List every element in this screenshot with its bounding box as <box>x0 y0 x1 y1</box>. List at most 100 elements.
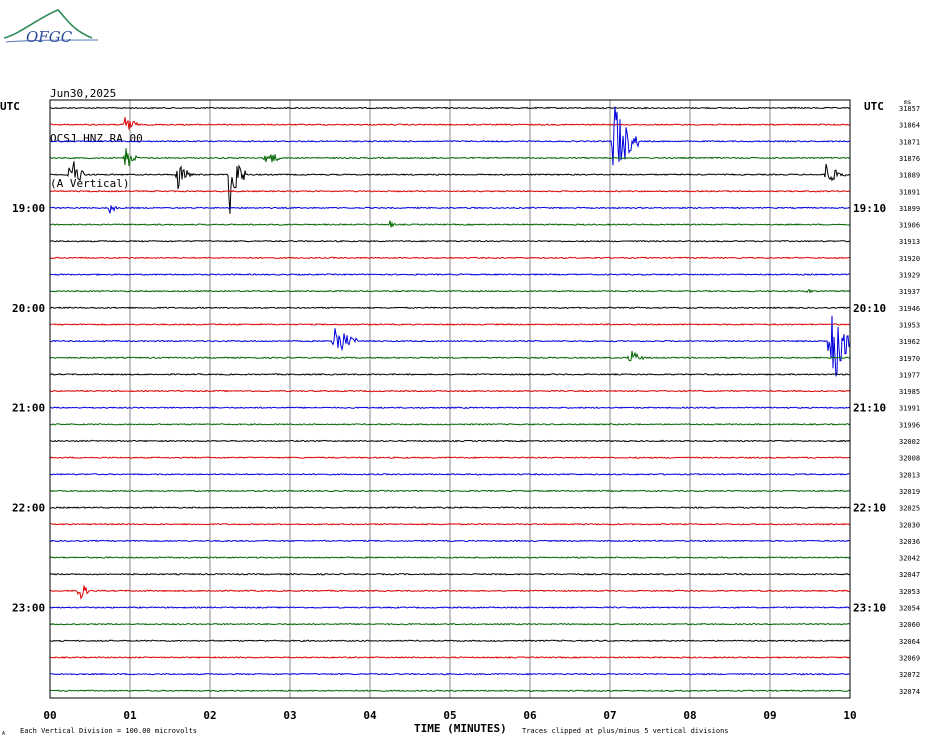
x-axis-title: TIME (MINUTES) <box>414 722 507 735</box>
trace-17 <box>49 389 851 393</box>
right-time-label: 20:10 <box>853 302 886 315</box>
component-label: (A Vertical) <box>50 177 130 190</box>
trace-0 <box>49 106 851 110</box>
trace-2 <box>49 106 851 166</box>
trace-10 <box>49 273 851 276</box>
trace-count-label: 31946 <box>899 305 920 313</box>
trace-15 <box>49 350 851 362</box>
trace-count-label: 32030 <box>899 521 920 529</box>
x-tick-label: 10 <box>843 709 856 722</box>
right-time-label: 22:10 <box>853 502 886 515</box>
x-tick-label: 00 <box>43 709 56 722</box>
trace-count-label: 31864 <box>899 122 920 130</box>
trace-30 <box>49 606 851 609</box>
trace-21 <box>49 456 851 459</box>
trace-8 <box>49 239 850 243</box>
trace-1 <box>49 117 851 130</box>
trace-28 <box>49 572 851 576</box>
trace-count-label: 31985 <box>899 388 920 396</box>
trace-count-label: 32069 <box>899 654 920 662</box>
units-tag: ms <box>904 99 912 106</box>
trace-count-label: 32013 <box>899 471 920 479</box>
right-time-label: 19:10 <box>853 202 886 215</box>
trace-count-label: 31970 <box>899 355 920 363</box>
trace-count-label: 32054 <box>899 605 920 613</box>
trace-count-label: 31977 <box>899 371 920 379</box>
trace-count-label: 32019 <box>899 488 920 496</box>
trace-25 <box>49 522 851 526</box>
trace-34 <box>49 672 851 676</box>
trace-12 <box>49 306 851 310</box>
trace-count-label: 32060 <box>899 621 920 629</box>
trace-32 <box>49 639 851 643</box>
trace-count-label: 31871 <box>899 138 920 146</box>
left-time-label: 19:00 <box>12 202 45 215</box>
trace-33 <box>49 656 851 659</box>
trace-3 <box>49 148 851 167</box>
trace-count-label: 31929 <box>899 272 920 280</box>
logo-text: OFGC <box>26 28 73 46</box>
trace-count-label: 32025 <box>899 505 920 513</box>
trace-27 <box>49 556 851 559</box>
right-time-label: 21:10 <box>853 402 886 415</box>
trace-count-label: 32047 <box>899 571 920 579</box>
trace-6 <box>49 205 851 214</box>
x-tick-label: 05 <box>443 709 456 722</box>
x-tick-label: 09 <box>763 709 776 722</box>
trace-lines <box>49 106 851 692</box>
trace-count-label: 31953 <box>899 321 920 329</box>
trace-24 <box>49 506 851 509</box>
utc-label-left: UTC <box>0 100 20 113</box>
trace-4 <box>49 161 851 214</box>
trace-14 <box>50 315 851 377</box>
trace-count-label: 31937 <box>899 288 920 296</box>
trace-16 <box>49 373 851 376</box>
plot-grid <box>129 100 771 698</box>
trace-count-label: 31996 <box>899 421 920 429</box>
trace-13 <box>49 323 851 326</box>
trace-count-label: 32064 <box>899 638 920 646</box>
trace-29 <box>49 585 851 600</box>
clip-note: Traces clipped at plus/minus 5 vertical … <box>522 727 729 735</box>
trace-7 <box>50 220 851 228</box>
utc-label-right: UTC <box>864 100 884 113</box>
trace-count-label: 32002 <box>899 438 920 446</box>
trace-31 <box>49 622 851 626</box>
x-tick-label: 04 <box>363 709 377 722</box>
x-tick-label: 08 <box>683 709 696 722</box>
trace-35 <box>49 689 850 692</box>
trace-count-label: 31876 <box>899 155 920 163</box>
x-tick-label: 02 <box>203 709 216 722</box>
left-time-label: 22:00 <box>12 502 45 515</box>
trace-count-label: 32072 <box>899 671 920 679</box>
trace-18 <box>49 406 851 410</box>
trace-19 <box>50 423 851 426</box>
trace-count-label: 31906 <box>899 222 920 230</box>
trace-count-label: 32008 <box>899 455 920 463</box>
right-time-label: 23:10 <box>853 602 886 615</box>
trace-count-label: 31913 <box>899 238 920 246</box>
trace-26 <box>49 539 850 543</box>
scale-note: Each Vertical Division = 100.00 microvol… <box>20 727 197 735</box>
trace-count-label: 32036 <box>899 538 920 546</box>
x-tick-label: 06 <box>523 709 537 722</box>
trace-11 <box>49 288 851 294</box>
date-label: Jun30,2025 <box>50 87 117 100</box>
trace-count-label: 32042 <box>899 555 920 563</box>
trace-count-label: 32053 <box>899 588 920 596</box>
plot-frame <box>49 99 851 699</box>
trace-count-label: 32074 <box>899 688 920 696</box>
trace-20 <box>49 439 851 443</box>
trace-count-label: 31857 <box>899 105 920 113</box>
left-time-label: 23:00 <box>12 602 45 615</box>
ofgc-logo: OFGC <box>3 9 99 46</box>
trace-count-label: 31920 <box>899 255 920 263</box>
x-tick-label: 01 <box>123 709 137 722</box>
trace-count-label: 31891 <box>899 188 920 196</box>
trace-5 <box>49 189 851 193</box>
corner-mark: A <box>2 731 5 737</box>
left-time-label: 21:00 <box>12 402 45 415</box>
trace-22 <box>49 472 850 476</box>
trace-count-label: 31889 <box>899 172 920 180</box>
